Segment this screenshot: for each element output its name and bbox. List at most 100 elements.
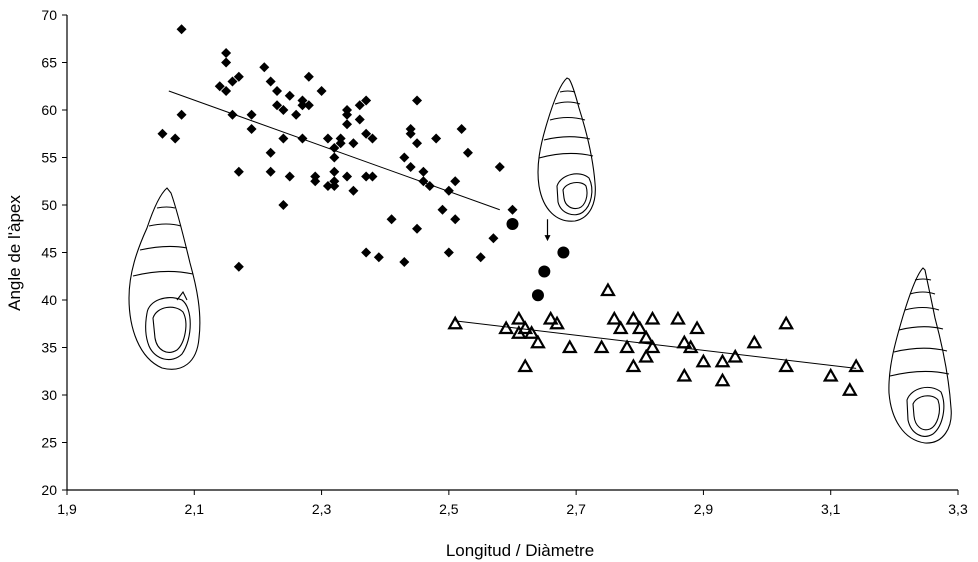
diamond-point bbox=[361, 95, 372, 106]
triangle-point bbox=[644, 339, 661, 354]
x-tick-label: 3,1 bbox=[821, 501, 841, 517]
diamond-point bbox=[424, 181, 435, 191]
diamond-point bbox=[284, 171, 295, 182]
diamond-point bbox=[265, 76, 276, 87]
diamond-point bbox=[329, 166, 340, 177]
diamond-point bbox=[361, 247, 372, 258]
diamond-point bbox=[221, 86, 232, 96]
diamond-point bbox=[278, 105, 289, 115]
triangle-point bbox=[676, 334, 693, 349]
y-tick-label: 35 bbox=[41, 340, 57, 356]
x-tick-label: 2,5 bbox=[439, 501, 459, 517]
diamond-point bbox=[265, 147, 276, 158]
diamond-point bbox=[462, 147, 473, 158]
arrow-head bbox=[544, 235, 551, 242]
diamond-point bbox=[443, 247, 454, 258]
annotations bbox=[544, 219, 551, 242]
triangle-point bbox=[682, 339, 699, 354]
triangle-point bbox=[530, 334, 546, 349]
diamond-point bbox=[329, 181, 340, 191]
x-tick-label: 3,3 bbox=[948, 501, 968, 517]
diamond-point bbox=[176, 109, 187, 120]
diamond-point bbox=[373, 252, 384, 263]
triangle-point bbox=[727, 348, 744, 363]
diamond-point bbox=[329, 143, 340, 153]
triangle-point bbox=[695, 353, 712, 368]
diamond-point bbox=[412, 138, 423, 149]
diamond-point bbox=[412, 223, 423, 234]
diamond-point bbox=[316, 86, 327, 96]
diamond-point bbox=[475, 252, 486, 263]
diamond-point bbox=[431, 133, 442, 144]
triangle-point bbox=[638, 329, 655, 344]
circle-point bbox=[538, 265, 551, 278]
diamond-point bbox=[494, 162, 505, 172]
x-tick-label: 2,7 bbox=[566, 501, 586, 517]
diamond-point bbox=[322, 133, 333, 144]
triangle-point bbox=[822, 367, 839, 382]
x-axis-ticks: 1,9 2,1 2,3 2,5 2,7 2,9 3,1 3,3 bbox=[57, 490, 968, 517]
circle-point bbox=[506, 218, 519, 230]
triangle-point bbox=[549, 315, 565, 330]
diamond-point bbox=[437, 204, 448, 215]
triangle-point bbox=[447, 315, 464, 330]
diamond-point bbox=[265, 166, 276, 177]
diamond-point bbox=[246, 109, 257, 120]
triangle-point bbox=[714, 372, 731, 387]
y-tick-label: 50 bbox=[41, 197, 57, 213]
diamond-point bbox=[310, 176, 321, 187]
triangle-point bbox=[606, 310, 623, 325]
diamond-point bbox=[450, 214, 461, 225]
triangle-point bbox=[625, 310, 642, 325]
diamond-point bbox=[354, 114, 365, 125]
diamond-point bbox=[284, 90, 295, 101]
triangle-point bbox=[848, 358, 865, 373]
diamond-point bbox=[335, 138, 346, 149]
triangle-point bbox=[841, 382, 858, 396]
triangle-point bbox=[498, 320, 515, 335]
diamond-point bbox=[297, 133, 308, 144]
triangle-point bbox=[510, 310, 527, 325]
diamond-point bbox=[233, 166, 244, 177]
triangle-point bbox=[778, 358, 795, 373]
diamond-point bbox=[507, 204, 518, 215]
data-points bbox=[157, 24, 865, 396]
diamond-point bbox=[278, 133, 289, 144]
x-tick-label: 2,9 bbox=[694, 501, 714, 517]
triangle-point bbox=[631, 320, 648, 335]
x-tick-label: 2,3 bbox=[312, 501, 332, 517]
diamond-point bbox=[488, 233, 499, 244]
diamond-point bbox=[278, 200, 289, 210]
trend-line bbox=[455, 320, 857, 369]
triangle-point bbox=[746, 334, 763, 349]
shell-illustration-left bbox=[128, 187, 201, 370]
axes bbox=[66, 15, 958, 491]
triangle-point bbox=[689, 320, 705, 335]
diamond-point bbox=[405, 128, 416, 139]
y-axis-title: Angle de l'àpex bbox=[5, 195, 24, 311]
diamond-point bbox=[418, 166, 429, 177]
diamond-point bbox=[170, 133, 181, 144]
triangle-point bbox=[714, 353, 731, 368]
diamond-point bbox=[297, 95, 308, 106]
diamond-point bbox=[342, 105, 353, 115]
diamond-point bbox=[405, 162, 416, 172]
triangle-point bbox=[593, 339, 610, 354]
diamond-point bbox=[322, 181, 333, 191]
triangle-point bbox=[625, 358, 642, 373]
diamond-point bbox=[246, 124, 257, 134]
diamond-point bbox=[259, 62, 270, 73]
circle-point bbox=[531, 289, 544, 302]
diamond-point bbox=[227, 76, 238, 87]
diamond-point bbox=[418, 176, 429, 187]
diamond-point bbox=[157, 128, 168, 139]
diamond-point bbox=[348, 185, 359, 196]
y-tick-label: 65 bbox=[41, 55, 57, 71]
diamond-point bbox=[354, 100, 365, 111]
circle-point bbox=[557, 246, 570, 259]
triangle-point bbox=[561, 339, 578, 354]
y-axis-ticks: 20 25 30 35 40 45 50 55 60 65 70 bbox=[41, 7, 67, 498]
shell-illustration-right bbox=[888, 267, 952, 444]
diamond-point bbox=[272, 86, 283, 96]
